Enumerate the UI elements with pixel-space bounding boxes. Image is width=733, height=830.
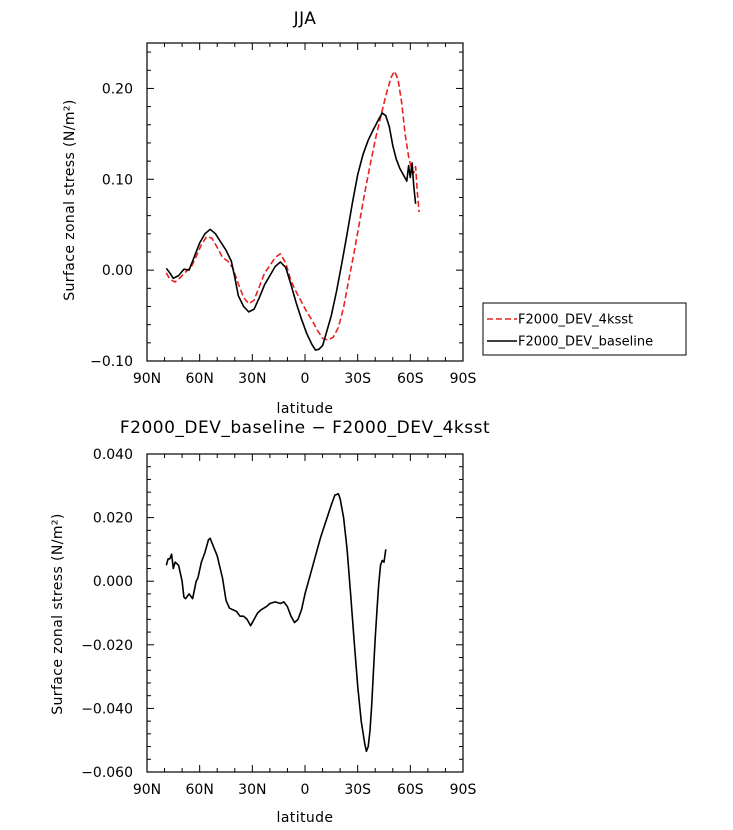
x-tick-label: 90N [133,371,161,387]
x-tick-label: 60S [397,782,424,798]
y-tick-label: 0.20 [102,81,133,97]
panel-bottom-series [165,493,387,753]
legend-label-4ksst: F2000_DEV_4ksst [518,313,633,328]
y-tick-label: −0.10 [90,354,133,370]
panel-bottom-frame [146,453,464,773]
panel-top-series [165,70,420,351]
y-tick-label: 0.040 [93,447,133,463]
series-line-f2000-dev-4ksst [165,70,420,341]
x-tick-label: 90N [133,782,161,798]
x-tick-label: 30N [238,782,266,798]
x-tick-label: 90S [450,782,477,798]
y-tick-label: 0.10 [102,172,133,188]
series-line-difference [165,493,387,753]
x-tick-label: 90S [450,371,477,387]
panel-top-ylabel: Surface zonal stress (N/m²) [62,99,78,301]
legend-box [482,302,687,356]
x-tick-label: 60N [186,782,214,798]
y-tick-label: 0.020 [93,511,133,527]
panel-bottom-ticks: 90N 60N 30N 0 30S 60S 90S −0.060 −0.040 −0.020 0.0… [81,447,476,798]
x-tick-label: 60N [186,371,214,387]
x-tick-label: 0 [301,782,310,798]
x-tick-label: 0 [301,371,310,387]
legend-label-baseline: F2000_DEV_baseline [518,335,653,350]
x-tick-label: 30N [238,371,266,387]
panel-bottom-title: F2000_DEV_baseline − F2000_DEV_4ksst [120,418,490,438]
panel-top-title: JJA [293,9,317,29]
y-tick-label: 0.00 [102,263,133,279]
x-tick-label: 60S [397,371,424,387]
panel-top: JJA Surface zonal stress (N/m²) latitude… [62,9,476,417]
y-tick-label: −0.020 [81,638,133,654]
panel-bottom: F2000_DEV_baseline − F2000_DEV_4ksst Sur… [50,418,490,826]
panel-bottom-xlabel: latitude [277,810,334,826]
panel-top-frame [146,42,464,362]
y-tick-label: −0.040 [81,701,133,717]
legend: F2000_DEV_4ksst F2000_DEV_baseline [482,302,687,356]
series-line-f2000-dev-baseline [165,112,417,351]
panel-top-xlabel: latitude [277,401,334,417]
x-tick-label: 30S [344,782,371,798]
y-tick-label: −0.060 [81,765,133,781]
y-tick-label: 0.000 [93,574,133,590]
panel-bottom-ylabel: Surface zonal stress (N/m²) [50,513,66,715]
panel-top-ticks: 90N 60N 30N 0 30S 60S 90S −0.10 0.00 0.10 0.20 [90,43,476,387]
x-tick-label: 30S [344,371,371,387]
